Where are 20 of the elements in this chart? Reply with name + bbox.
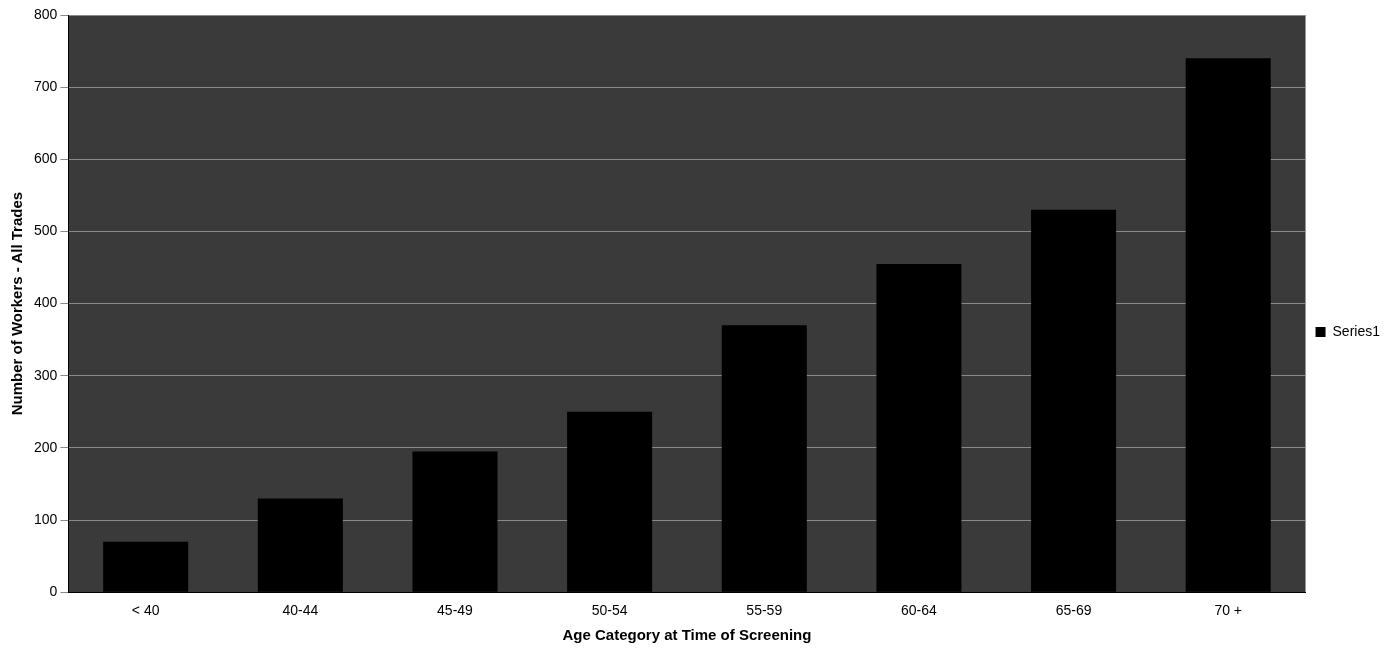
y-tick-label: 800 bbox=[34, 5, 58, 22]
y-tick-label: 400 bbox=[34, 294, 58, 311]
y-tick-label: 500 bbox=[34, 222, 58, 239]
x-tick-label: 55-59 bbox=[746, 602, 783, 619]
y-tick-label: 300 bbox=[34, 366, 58, 383]
x-tick-label: < 40 bbox=[131, 602, 160, 619]
x-tick-label: 40-44 bbox=[282, 602, 319, 619]
y-tick-label: 100 bbox=[34, 510, 58, 527]
y-tick-label: 200 bbox=[34, 438, 58, 455]
x-tick-label: 50-54 bbox=[591, 602, 628, 619]
x-tick-label: 70 + bbox=[1214, 602, 1243, 619]
y-axis-title: Number of Workers - All Trades bbox=[8, 191, 26, 416]
x-axis-title: Age Category at Time of Screening bbox=[562, 626, 812, 644]
y-tick-label: 700 bbox=[34, 78, 58, 95]
x-tick-label: 60-64 bbox=[901, 602, 938, 619]
y-tick-label: 600 bbox=[34, 150, 58, 167]
x-tick-label: 65-69 bbox=[1055, 602, 1092, 619]
x-tick-label: 45-49 bbox=[437, 602, 474, 619]
legend-label: Series1 bbox=[1332, 322, 1381, 339]
y-tick-label: 0 bbox=[49, 583, 58, 600]
